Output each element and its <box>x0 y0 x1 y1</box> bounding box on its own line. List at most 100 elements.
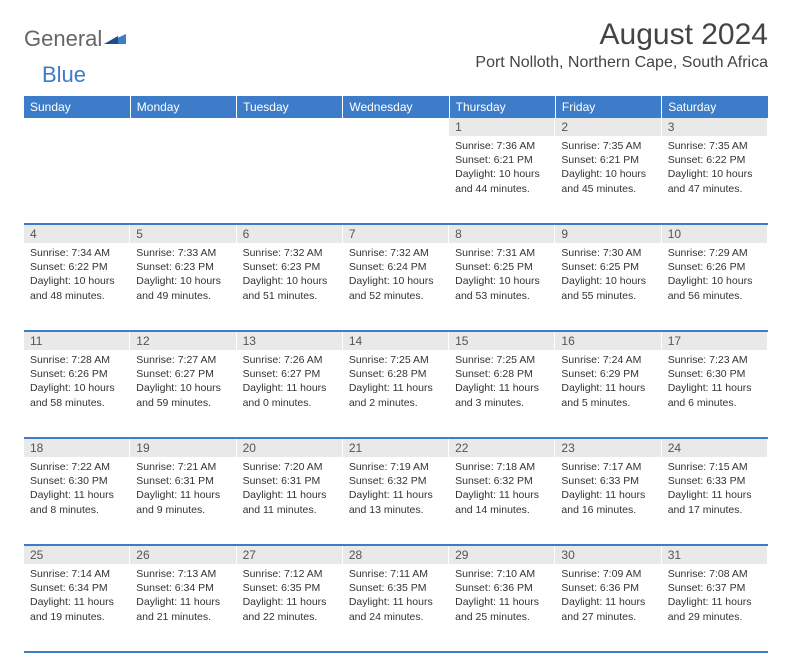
daylight-line: Daylight: 10 hours and 45 minutes. <box>561 167 655 195</box>
sunset-line: Sunset: 6:31 PM <box>136 474 230 488</box>
daylight-line: Daylight: 10 hours and 44 minutes. <box>455 167 549 195</box>
sunrise-line: Sunrise: 7:24 AM <box>561 353 655 367</box>
sunrise-line: Sunrise: 7:09 AM <box>561 567 655 581</box>
sunrise-line: Sunrise: 7:19 AM <box>349 460 443 474</box>
sunset-line: Sunset: 6:35 PM <box>243 581 337 595</box>
day-number: 28 <box>343 546 449 564</box>
weekday-header: Monday <box>130 96 236 118</box>
day-number: 5 <box>130 225 236 243</box>
daylight-line: Daylight: 10 hours and 47 minutes. <box>668 167 762 195</box>
day-cell: Sunrise: 7:15 AMSunset: 6:33 PMDaylight:… <box>662 457 768 523</box>
day-cell: Sunrise: 7:08 AMSunset: 6:37 PMDaylight:… <box>662 564 768 630</box>
sunset-line: Sunset: 6:22 PM <box>30 260 124 274</box>
daylight-line: Daylight: 10 hours and 55 minutes. <box>561 274 655 302</box>
daylight-line: Daylight: 11 hours and 0 minutes. <box>243 381 337 409</box>
day-number: 3 <box>662 118 768 136</box>
sunrise-line: Sunrise: 7:10 AM <box>455 567 549 581</box>
day-cell <box>343 136 449 145</box>
day-number: 23 <box>555 439 661 457</box>
daylight-line: Daylight: 11 hours and 14 minutes. <box>455 488 549 516</box>
sunset-line: Sunset: 6:21 PM <box>455 153 549 167</box>
sunset-line: Sunset: 6:30 PM <box>30 474 124 488</box>
sunrise-line: Sunrise: 7:36 AM <box>455 139 549 153</box>
sunrise-line: Sunrise: 7:23 AM <box>668 353 762 367</box>
sunset-line: Sunset: 6:36 PM <box>455 581 549 595</box>
day-number: 13 <box>237 332 343 350</box>
sunset-line: Sunset: 6:33 PM <box>668 474 762 488</box>
daylight-line: Daylight: 11 hours and 8 minutes. <box>30 488 124 516</box>
day-number: 16 <box>555 332 661 350</box>
sunset-line: Sunset: 6:26 PM <box>30 367 124 381</box>
sunset-line: Sunset: 6:35 PM <box>349 581 443 595</box>
day-cell: Sunrise: 7:32 AMSunset: 6:23 PMDaylight:… <box>237 243 343 309</box>
sunset-line: Sunset: 6:23 PM <box>136 260 230 274</box>
daylight-line: Daylight: 10 hours and 53 minutes. <box>455 274 549 302</box>
daylight-line: Daylight: 10 hours and 58 minutes. <box>30 381 124 409</box>
day-number: 8 <box>449 225 555 243</box>
sunrise-line: Sunrise: 7:27 AM <box>136 353 230 367</box>
sunrise-line: Sunrise: 7:20 AM <box>243 460 337 474</box>
sunset-line: Sunset: 6:32 PM <box>349 474 443 488</box>
daylight-line: Daylight: 10 hours and 52 minutes. <box>349 274 443 302</box>
daylight-line: Daylight: 11 hours and 24 minutes. <box>349 595 443 623</box>
day-number: 10 <box>662 225 768 243</box>
day-cell: Sunrise: 7:31 AMSunset: 6:25 PMDaylight:… <box>449 243 555 309</box>
day-cell: Sunrise: 7:12 AMSunset: 6:35 PMDaylight:… <box>237 564 343 630</box>
daylight-line: Daylight: 11 hours and 22 minutes. <box>243 595 337 623</box>
weekday-header: Thursday <box>449 96 555 118</box>
day-number: 21 <box>343 439 449 457</box>
day-cell: Sunrise: 7:22 AMSunset: 6:30 PMDaylight:… <box>24 457 130 523</box>
sunset-line: Sunset: 6:33 PM <box>561 474 655 488</box>
day-cell: Sunrise: 7:32 AMSunset: 6:24 PMDaylight:… <box>343 243 449 309</box>
sunrise-line: Sunrise: 7:28 AM <box>30 353 124 367</box>
day-number: 29 <box>449 546 555 564</box>
day-number: 25 <box>24 546 130 564</box>
sunrise-line: Sunrise: 7:11 AM <box>349 567 443 581</box>
day-number: 22 <box>449 439 555 457</box>
day-cell: Sunrise: 7:13 AMSunset: 6:34 PMDaylight:… <box>130 564 236 630</box>
daylight-line: Daylight: 10 hours and 51 minutes. <box>243 274 337 302</box>
sunset-line: Sunset: 6:30 PM <box>668 367 762 381</box>
day-cell <box>130 136 236 145</box>
sunset-line: Sunset: 6:36 PM <box>561 581 655 595</box>
day-cell: Sunrise: 7:10 AMSunset: 6:36 PMDaylight:… <box>449 564 555 630</box>
calendar-table: SundayMondayTuesdayWednesdayThursdayFrid… <box>24 96 768 653</box>
sunrise-line: Sunrise: 7:34 AM <box>30 246 124 260</box>
day-cell: Sunrise: 7:17 AMSunset: 6:33 PMDaylight:… <box>555 457 661 523</box>
daylight-line: Daylight: 10 hours and 49 minutes. <box>136 274 230 302</box>
day-number: 4 <box>24 225 130 243</box>
daylight-line: Daylight: 11 hours and 9 minutes. <box>136 488 230 516</box>
day-number <box>130 118 236 136</box>
day-number: 11 <box>24 332 130 350</box>
day-number: 14 <box>343 332 449 350</box>
day-number: 19 <box>130 439 236 457</box>
sunset-line: Sunset: 6:25 PM <box>455 260 549 274</box>
sunset-line: Sunset: 6:32 PM <box>455 474 549 488</box>
day-number: 20 <box>237 439 343 457</box>
day-cell: Sunrise: 7:26 AMSunset: 6:27 PMDaylight:… <box>237 350 343 416</box>
logo-text-blue: Blue <box>42 62 86 88</box>
sunrise-line: Sunrise: 7:17 AM <box>561 460 655 474</box>
sunset-line: Sunset: 6:34 PM <box>136 581 230 595</box>
daylight-line: Daylight: 11 hours and 11 minutes. <box>243 488 337 516</box>
day-cell: Sunrise: 7:23 AMSunset: 6:30 PMDaylight:… <box>662 350 768 416</box>
sunrise-line: Sunrise: 7:35 AM <box>668 139 762 153</box>
day-number: 9 <box>555 225 661 243</box>
sunset-line: Sunset: 6:29 PM <box>561 367 655 381</box>
title-block: August 2024 Port Nolloth, Northern Cape,… <box>475 18 768 72</box>
daylight-line: Daylight: 11 hours and 17 minutes. <box>668 488 762 516</box>
sunrise-line: Sunrise: 7:12 AM <box>243 567 337 581</box>
sunrise-line: Sunrise: 7:35 AM <box>561 139 655 153</box>
day-number: 7 <box>343 225 449 243</box>
weekday-header: Wednesday <box>343 96 449 118</box>
daylight-line: Daylight: 11 hours and 5 minutes. <box>561 381 655 409</box>
logo-text-general: General <box>24 26 102 52</box>
daylight-line: Daylight: 11 hours and 3 minutes. <box>455 381 549 409</box>
sunset-line: Sunset: 6:23 PM <box>243 260 337 274</box>
weekday-header-row: SundayMondayTuesdayWednesdayThursdayFrid… <box>24 96 768 118</box>
day-cell <box>237 136 343 145</box>
sunrise-line: Sunrise: 7:18 AM <box>455 460 549 474</box>
day-cell: Sunrise: 7:18 AMSunset: 6:32 PMDaylight:… <box>449 457 555 523</box>
daylight-line: Daylight: 11 hours and 2 minutes. <box>349 381 443 409</box>
sunset-line: Sunset: 6:28 PM <box>455 367 549 381</box>
